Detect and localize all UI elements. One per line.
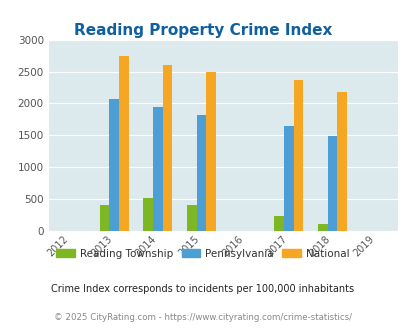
Bar [187,205,196,231]
Bar [109,99,119,231]
Legend: Reading Township, Pennsylvania, National: Reading Township, Pennsylvania, National [52,245,353,263]
Bar [119,55,128,231]
Bar [143,198,153,231]
Text: © 2025 CityRating.com - https://www.cityrating.com/crime-statistics/: © 2025 CityRating.com - https://www.city… [54,313,351,322]
Bar [153,107,162,231]
Bar [283,126,293,231]
Text: Crime Index corresponds to incidents per 100,000 inhabitants: Crime Index corresponds to incidents per… [51,284,354,294]
Bar [337,92,346,231]
Bar [317,224,327,231]
Bar [162,65,172,231]
Bar [327,136,337,231]
Bar [293,81,303,231]
Bar [100,206,109,231]
Bar [196,115,206,231]
Bar [274,216,283,231]
Text: Reading Property Crime Index: Reading Property Crime Index [74,23,331,38]
Bar [206,72,215,231]
